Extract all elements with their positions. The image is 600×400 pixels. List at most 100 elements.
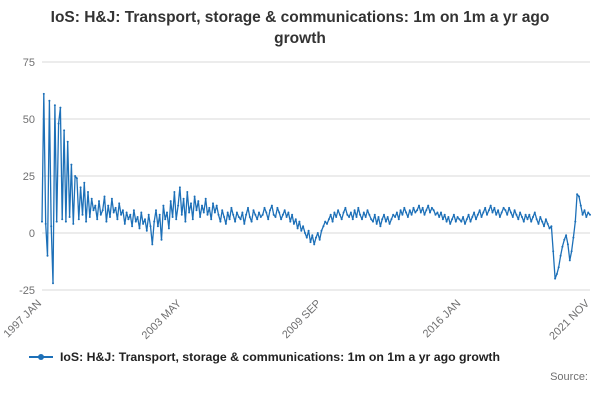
data-point [373, 213, 376, 216]
data-point [267, 218, 270, 221]
data-point [493, 206, 496, 209]
data-point [270, 204, 273, 207]
data-point [171, 215, 174, 218]
chart-title: IoS: H&J: Transport, storage & communica… [50, 9, 550, 47]
data-point [81, 213, 84, 216]
data-point [136, 215, 139, 218]
data-point [349, 211, 352, 214]
data-point [383, 213, 385, 216]
data-point [285, 215, 288, 218]
data-point [528, 213, 531, 216]
data-point [70, 163, 73, 166]
data-point [53, 104, 56, 107]
data-point [248, 215, 251, 218]
data-point [412, 206, 415, 209]
data-point [526, 218, 529, 221]
data-point [164, 218, 167, 221]
data-point [103, 195, 106, 198]
data-point [377, 215, 380, 218]
data-series-line [41, 93, 591, 284]
data-point [320, 229, 323, 232]
data-point [215, 204, 218, 207]
data-point [46, 254, 49, 257]
data-point [515, 213, 518, 216]
data-point [305, 236, 308, 239]
data-point [532, 215, 534, 218]
data-point [495, 213, 498, 216]
data-point [315, 236, 317, 239]
data-point [379, 225, 382, 228]
data-point [48, 99, 51, 102]
data-point [274, 215, 277, 218]
data-point [508, 206, 511, 209]
data-point [394, 215, 397, 218]
data-point [480, 215, 483, 218]
data-point [42, 92, 45, 95]
data-point [292, 222, 295, 225]
data-point [333, 211, 336, 214]
data-point [478, 209, 481, 212]
data-point [578, 195, 580, 198]
data-point [140, 211, 143, 214]
data-point [99, 213, 102, 216]
data-point [177, 204, 180, 207]
data-point [68, 215, 71, 218]
data-point [326, 222, 328, 225]
data-point [272, 213, 275, 216]
data-point [313, 243, 316, 246]
data-point [554, 277, 557, 280]
data-point [487, 209, 490, 212]
data-point [471, 215, 474, 218]
data-point [361, 218, 363, 221]
data-point [372, 220, 374, 223]
data-point [340, 218, 343, 221]
data-point [579, 204, 582, 207]
data-point [576, 193, 579, 196]
data-point [370, 218, 373, 221]
source-label: Source: [550, 370, 588, 383]
data-point [583, 209, 586, 212]
data-point [127, 218, 130, 221]
data-point [388, 222, 391, 225]
data-point [247, 206, 249, 209]
data-point [451, 218, 454, 221]
data-point [355, 215, 358, 218]
y-tick-label: 0 [29, 228, 35, 240]
data-point [166, 211, 168, 214]
data-point [524, 213, 527, 216]
x-tick-label: 2003 MAY [140, 297, 185, 342]
data-point [155, 209, 157, 212]
data-point [156, 225, 159, 228]
data-point [324, 220, 327, 223]
data-point [537, 222, 540, 225]
data-point [498, 215, 501, 218]
data-point [552, 250, 555, 253]
data-point [77, 218, 80, 221]
data-point [438, 215, 441, 218]
data-point [125, 211, 128, 214]
data-point [210, 218, 213, 221]
data-point [454, 220, 457, 223]
data-point [541, 220, 544, 223]
data-point [392, 213, 395, 216]
data-point [555, 272, 558, 275]
data-point [414, 211, 417, 214]
data-point [322, 225, 325, 228]
data-point [348, 215, 351, 218]
legend-line-marker-icon [29, 353, 53, 360]
plot-area: 75 50 25 0 -25 1997 JAN 2003 MAY 2009 SEP 2016 J… [4, 52, 596, 348]
data-point [55, 220, 58, 223]
data-point [513, 209, 516, 212]
data-point [522, 220, 525, 223]
data-point [475, 218, 477, 221]
data-point [491, 211, 494, 214]
data-point [142, 222, 145, 225]
data-point [511, 215, 514, 218]
data-point [96, 218, 99, 221]
data-point [105, 220, 108, 223]
data-point [101, 209, 104, 212]
data-point [160, 238, 163, 241]
data-point [129, 213, 132, 216]
data-point [359, 213, 362, 216]
